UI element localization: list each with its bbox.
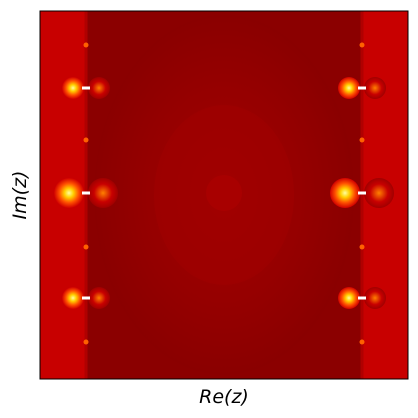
blob bbox=[88, 77, 110, 99]
speck bbox=[83, 42, 89, 48]
speck bbox=[359, 244, 365, 250]
blob bbox=[62, 77, 84, 99]
blob bbox=[364, 77, 386, 99]
blob bbox=[338, 77, 360, 99]
speck bbox=[359, 42, 365, 48]
blob bbox=[62, 287, 84, 309]
blob-center bbox=[358, 191, 366, 195]
blob bbox=[364, 287, 386, 309]
blob bbox=[88, 178, 118, 208]
blob bbox=[338, 287, 360, 309]
image-area bbox=[40, 11, 408, 379]
speck bbox=[359, 137, 365, 143]
core bbox=[206, 175, 242, 211]
blob-center bbox=[82, 86, 90, 90]
blob-center bbox=[82, 191, 90, 195]
speck bbox=[83, 339, 89, 345]
speck bbox=[83, 244, 89, 250]
speck bbox=[83, 137, 89, 143]
blob-center bbox=[82, 296, 90, 300]
speck bbox=[359, 339, 365, 345]
blob-center bbox=[358, 296, 366, 300]
blob bbox=[88, 287, 110, 309]
blob bbox=[364, 178, 394, 208]
blob bbox=[330, 178, 360, 208]
y-axis-label: Im(z) bbox=[9, 171, 31, 220]
axes-frame bbox=[39, 10, 409, 380]
blob-center bbox=[358, 86, 366, 90]
x-axis-label: Re(z) bbox=[199, 386, 249, 408]
blob bbox=[54, 178, 84, 208]
